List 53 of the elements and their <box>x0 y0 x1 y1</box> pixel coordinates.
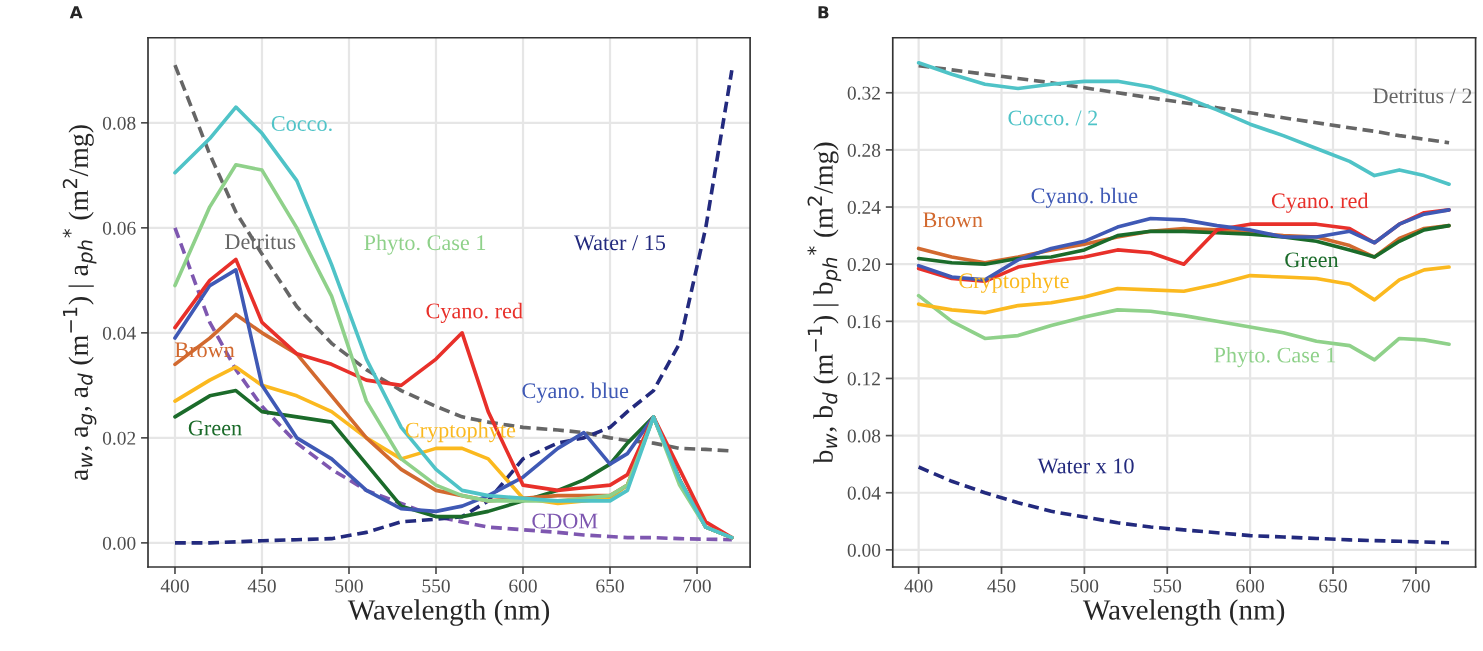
x-tick-label: 650 <box>1319 579 1347 593</box>
series-label: Cryptophyte <box>959 272 1069 293</box>
y-tick-label: 0.08 <box>102 116 136 130</box>
y-tick-label: 0.04 <box>102 326 136 340</box>
series-label: Cyano. blue <box>1031 187 1138 208</box>
chart-title: B <box>818 6 829 19</box>
text: a$_{w}$, a$_{g}$, a$_{d}$ (m$^{−1}$) | a$_{ph}$$^{*}$ (m$^{2}$/mg) <box>62 125 97 481</box>
y-tick-label: 0.04 <box>847 486 881 500</box>
text: b$_{w}$, b$_{d}$ (m$^{−1}$) | b$_{ph}$$^{*}$ (m$^{2}$/mg) <box>807 142 842 464</box>
x-tick-label: 450 <box>247 579 276 593</box>
y-tick-label: 0.08 <box>847 429 881 443</box>
y-tick-label: 0.12 <box>847 372 880 386</box>
x-axis-title: Wavelength (nm) <box>347 599 550 626</box>
y-tick-label: 0.20 <box>847 257 881 272</box>
x-axis-title: Wavelength (nm) <box>1082 599 1285 626</box>
x-tick-label: 700 <box>683 579 711 593</box>
x-tick-label: 400 <box>160 579 189 593</box>
y-tick-label: 0.16 <box>847 315 881 329</box>
y-tick-label: 0.28 <box>847 143 881 157</box>
series-label: Cyano. red <box>1271 192 1369 213</box>
line-series <box>916 60 1451 186</box>
series-label: Cyano. red <box>426 302 523 323</box>
text: Phyto. Case 1 <box>364 234 486 255</box>
y-tick-label: 0.24 <box>847 200 881 215</box>
series-label: Detritus / 2 <box>1373 88 1472 104</box>
x-tick-label: 650 <box>596 579 624 593</box>
x-tick-label: 600 <box>509 579 537 593</box>
series-label: Water x 10 <box>1037 458 1134 474</box>
y-tick-label: 0.02 <box>102 431 136 445</box>
line-series <box>916 63 1451 145</box>
series-label: CDOM <box>532 513 598 529</box>
x-tick-label: 600 <box>1236 579 1264 593</box>
y-tick-label: 0.00 <box>847 543 881 557</box>
series-label: Brown <box>923 212 983 228</box>
x-tick-label: 550 <box>422 579 450 593</box>
y-tick-label: 0.32 <box>847 86 880 100</box>
x-tick-label: 400 <box>904 579 933 593</box>
x-tick-label: 700 <box>1402 579 1430 593</box>
series-label: Cocco. <box>271 116 332 132</box>
x-tick-label: 500 <box>335 579 363 593</box>
x-tick-label: 500 <box>1070 579 1099 593</box>
series-label: Water / 15 <box>573 235 666 251</box>
x-tick-label: 450 <box>987 579 1016 593</box>
series-label: Green <box>1285 252 1339 268</box>
x-tick-label: 550 <box>1153 579 1182 593</box>
series-label: Green <box>188 420 242 436</box>
y-tick-label: 0.06 <box>102 221 136 235</box>
y-tick-label: 0.00 <box>102 536 136 550</box>
series-label: Cyano. blue <box>522 382 629 403</box>
series-label: Cocco. / 2 <box>1008 110 1098 126</box>
chart-title: A <box>69 6 83 19</box>
series-label: Phyto. Case 1 <box>1214 346 1336 368</box>
series-label: Detritus <box>225 234 296 250</box>
